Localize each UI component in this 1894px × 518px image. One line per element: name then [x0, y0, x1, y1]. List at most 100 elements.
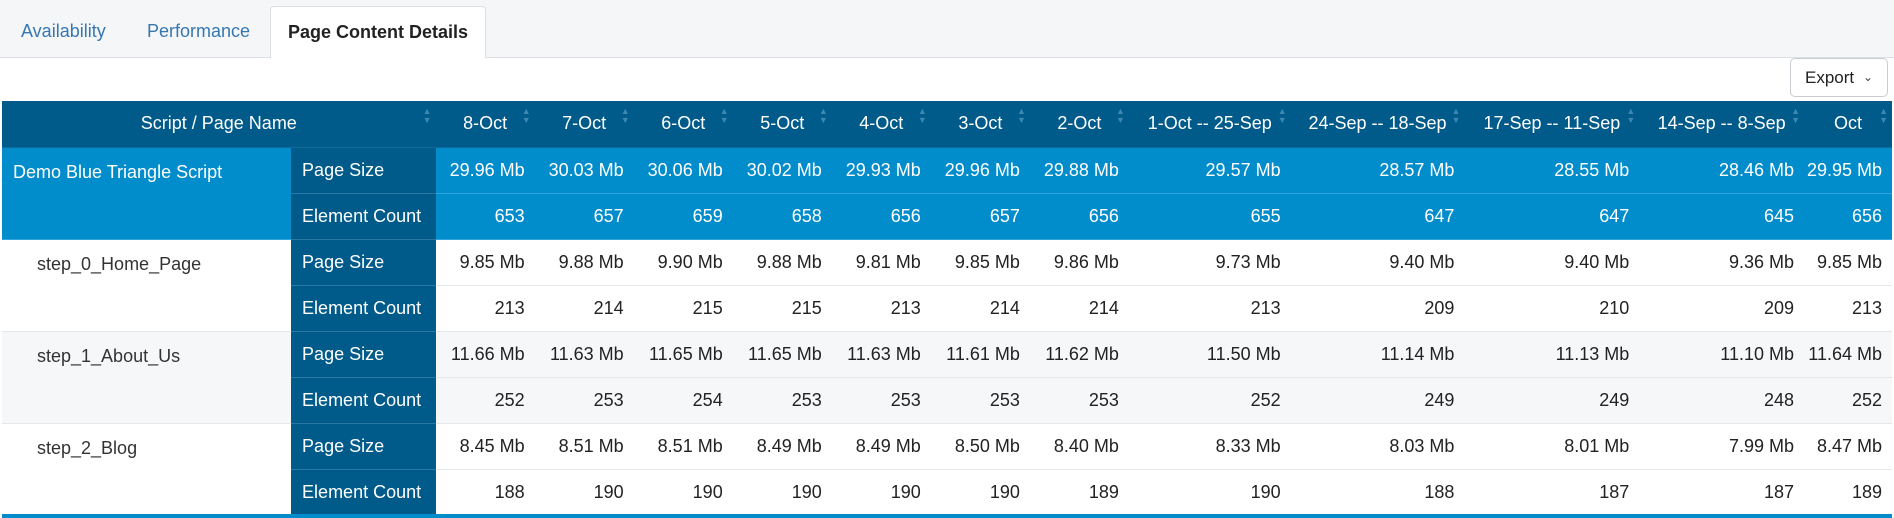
page-name[interactable]: step_0_Home_Page [2, 239, 292, 332]
table-cell: 8.03 Mb [1290, 423, 1465, 470]
metric-label: Page Size [291, 147, 436, 194]
table-cell: 11.50 Mb [1128, 331, 1291, 378]
table-cell: 9.85 Mb [1804, 239, 1892, 286]
column-header-10[interactable]: 14-Sep -- 8-Sep ▲ ▼ [1639, 101, 1805, 148]
column-header-2[interactable]: 6-Oct ▲ ▼ [633, 101, 733, 148]
table-cell: 8.47 Mb [1804, 423, 1892, 470]
metric-label: Element Count [291, 377, 436, 424]
column-header-0[interactable]: 8-Oct ▲ ▼ [435, 101, 535, 148]
table-cell: 658 [732, 193, 832, 240]
column-header-1[interactable]: 7-Oct ▲ ▼ [534, 101, 634, 148]
column-header-label: 3-Oct [958, 113, 1003, 134]
table-cell: 188 [1290, 469, 1465, 516]
table-cell: 28.55 Mb [1464, 147, 1640, 194]
column-header-script-page-name[interactable]: Script / Page Name ▲ ▼ [2, 101, 436, 148]
table-cell: 210 [1464, 285, 1640, 332]
export-label: Export [1805, 68, 1855, 87]
column-header-3[interactable]: 5-Oct ▲ ▼ [732, 101, 832, 148]
column-header-label: 6-Oct [661, 113, 706, 134]
column-header-7[interactable]: 1-Oct -- 25-Sep ▲ ▼ [1128, 101, 1291, 148]
metric-label: Page Size [291, 331, 436, 378]
table-cell: 8.49 Mb [732, 423, 832, 470]
metric-label: Page Size [291, 423, 436, 470]
table-cell: 7.99 Mb [1639, 423, 1805, 470]
table-cell: 9.40 Mb [1290, 239, 1465, 286]
tab-performance[interactable]: Performance [147, 21, 251, 41]
table-cell: 30.02 Mb [732, 147, 832, 194]
table-cell: 30.06 Mb [633, 147, 733, 194]
table-cell: 213 [435, 285, 535, 332]
metric-label: Element Count [291, 469, 436, 516]
column-header-9[interactable]: 17-Sep -- 11-Sep ▲ ▼ [1464, 101, 1640, 148]
column-header-11[interactable]: Oct ▲ ▼ [1804, 101, 1892, 148]
table-cell: 252 [1804, 377, 1892, 424]
column-header-label: 1-Oct -- 25-Sep [1147, 113, 1272, 134]
table-cell: 11.61 Mb [930, 331, 1030, 378]
table-cell: 252 [1128, 377, 1291, 424]
table-cell: 9.86 Mb [1029, 239, 1129, 286]
table-cell: 214 [1029, 285, 1129, 332]
table-row: Element Count 188 190 190 190 190 190 189 190 188… [2, 469, 1892, 516]
tab-page-content-details[interactable]: Page Content Details [270, 6, 486, 59]
table-cell: 8.33 Mb [1128, 423, 1291, 470]
table-cell: 254 [633, 377, 733, 424]
table-cell: 8.50 Mb [930, 423, 1030, 470]
column-header-4[interactable]: 4-Oct ▲ ▼ [831, 101, 931, 148]
table-cell: 9.85 Mb [930, 239, 1030, 286]
table-cell: 214 [534, 285, 634, 332]
table-cell: 8.40 Mb [1029, 423, 1129, 470]
table-cell: 8.49 Mb [831, 423, 931, 470]
table-cell: 190 [633, 469, 733, 516]
table-cell: 647 [1290, 193, 1465, 240]
table-cell: 11.14 Mb [1290, 331, 1465, 378]
table-row: step_2_Blog Page Size 8.45 Mb 8.51 Mb 8.51 M… [2, 423, 1892, 516]
table-cell: 215 [732, 285, 832, 332]
table-cell: 29.95 Mb [1804, 147, 1892, 194]
table-cell: 213 [831, 285, 931, 332]
export-button[interactable]: Export ⌄ [1790, 58, 1888, 97]
table-cell: 11.65 Mb [732, 331, 832, 378]
script-name[interactable]: Demo Blue Triangle Script [2, 147, 292, 240]
page-content-table: Script / Page Name ▲ ▼ 8-Oct ▲ ▼ 7-Oct ▲ ▼ 6-Oct ▲… [2, 101, 1892, 516]
table-cell: 647 [1464, 193, 1640, 240]
column-header-6[interactable]: 2-Oct ▲ ▼ [1029, 101, 1129, 148]
column-header-8[interactable]: 24-Sep -- 18-Sep ▲ ▼ [1290, 101, 1465, 148]
column-header-label: 24-Sep -- 18-Sep [1308, 113, 1447, 134]
sort-icon: ▲ ▼ [1115, 106, 1125, 125]
page-name[interactable]: step_1_About_Us [2, 331, 292, 424]
chevron-down-icon: ⌄ [1862, 70, 1873, 84]
table-cell: 188 [435, 469, 535, 516]
sort-icon: ▲ ▼ [1016, 106, 1026, 125]
table-row: step_0_Home_Page Page Size 9.85 Mb 9.88 Mb 9… [2, 239, 1892, 332]
table-cell: 11.64 Mb [1804, 331, 1892, 378]
table-row: Demo Blue Triangle Script Page Size 29.96 … [2, 147, 1892, 240]
table-cell: 11.63 Mb [534, 331, 634, 378]
table-cell: 253 [732, 377, 832, 424]
sort-icon: ▲ ▼ [1791, 106, 1801, 125]
table-cell: 30.03 Mb [534, 147, 634, 194]
table-cell: 9.88 Mb [534, 239, 634, 286]
table-cell: 9.90 Mb [633, 239, 733, 286]
column-header-label: Script / Page Name [140, 113, 297, 134]
table-cell: 657 [534, 193, 634, 240]
table-cell: 9.40 Mb [1464, 239, 1640, 286]
table-cell: 189 [1804, 469, 1892, 516]
table-cell: 8.51 Mb [633, 423, 733, 470]
table-cell: 8.45 Mb [435, 423, 535, 470]
table-cell: 190 [732, 469, 832, 516]
table-body: Demo Blue Triangle Script Page Size 29.96 … [2, 147, 1892, 516]
column-header-label: 8-Oct [463, 113, 508, 134]
sort-icon: ▲ ▼ [917, 106, 927, 125]
table-cell: 190 [930, 469, 1030, 516]
table-cell: 253 [831, 377, 931, 424]
metric-label: Element Count [291, 285, 436, 332]
table-cell: 209 [1290, 285, 1465, 332]
page-name[interactable]: step_2_Blog [2, 423, 292, 516]
table-cell: 249 [1290, 377, 1465, 424]
column-header-5[interactable]: 3-Oct ▲ ▼ [930, 101, 1030, 148]
table-cell: 187 [1639, 469, 1805, 516]
table-cell: 9.81 Mb [831, 239, 931, 286]
metric-label: Page Size [291, 239, 436, 286]
sort-icon: ▲ ▼ [1879, 106, 1888, 125]
tab-availability[interactable]: Availability [21, 21, 106, 41]
